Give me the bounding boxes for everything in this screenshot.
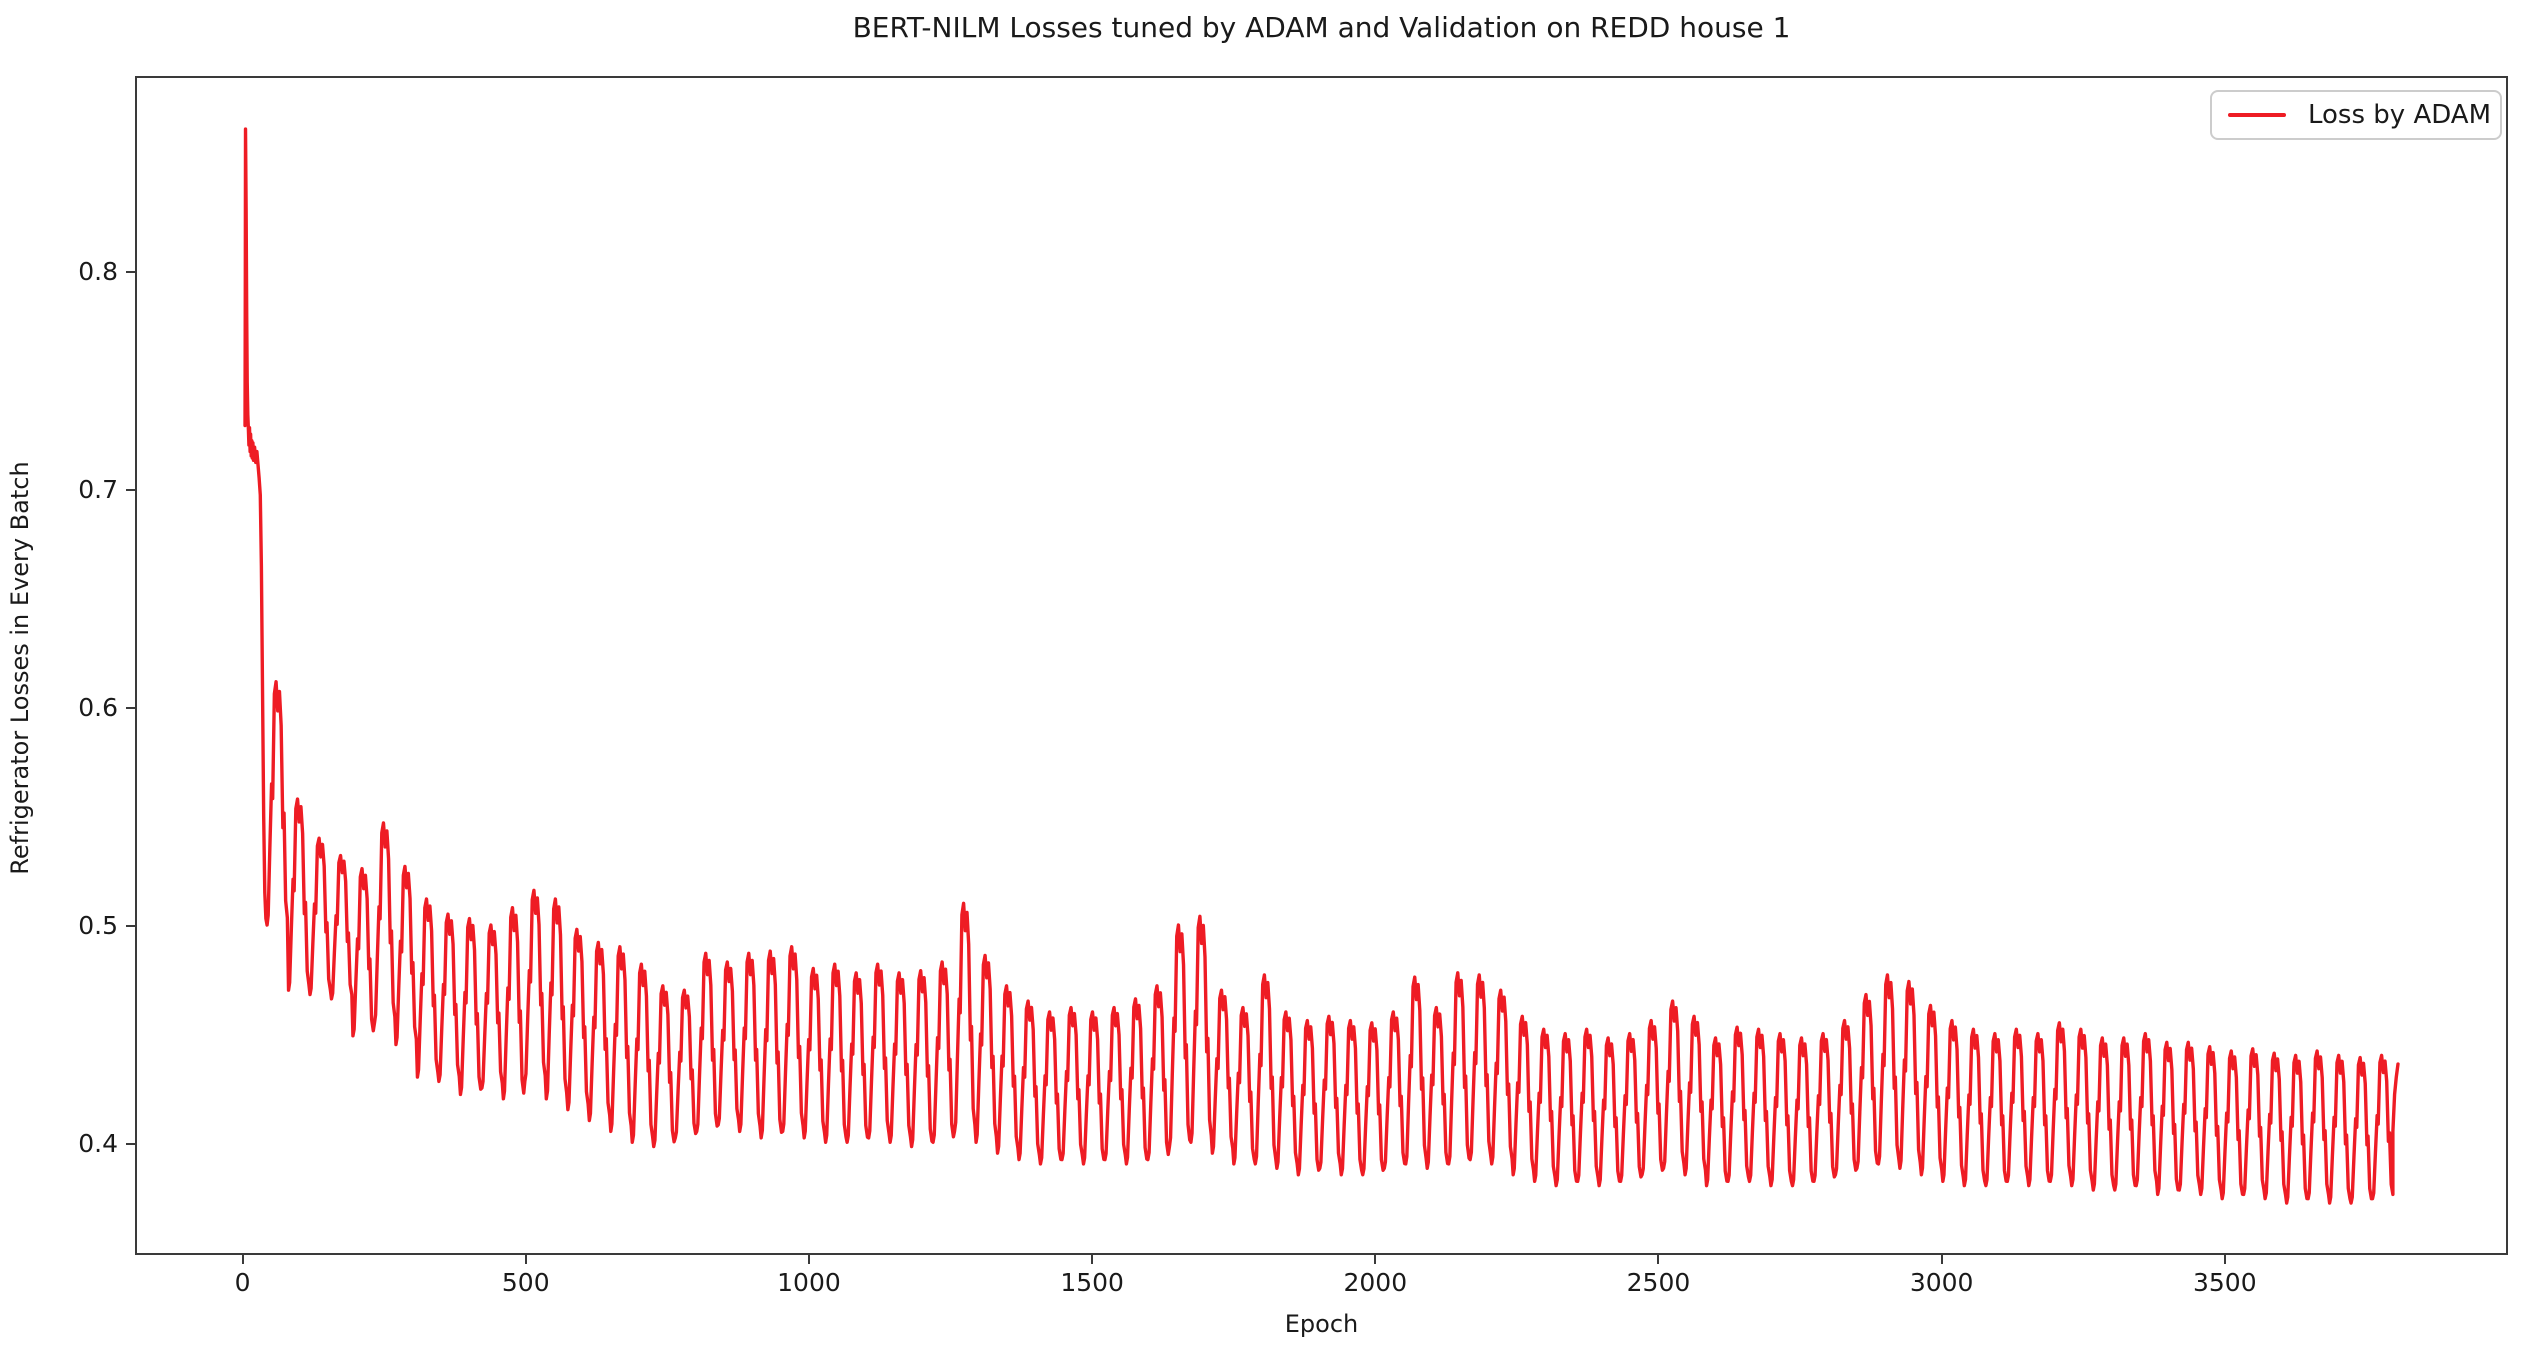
y-tick-label: 0.6: [78, 692, 118, 722]
y-tick-mark: [126, 706, 135, 709]
loss-curve-svg: [243, 127, 2400, 1205]
x-axis-label: Epoch: [1284, 1310, 1359, 1338]
loss-curve: [243, 127, 2400, 1205]
x-tick-mark: [1940, 1255, 1943, 1264]
x-tick-mark: [1374, 1255, 1377, 1264]
chart-title: BERT-NILM Losses tuned by ADAM and Valid…: [852, 11, 1791, 44]
y-tick-mark: [126, 1142, 135, 1145]
legend-line-swatch: [2228, 113, 2286, 117]
y-tick-label: 0.5: [78, 910, 118, 940]
x-tick-label: 0: [234, 1268, 251, 1297]
x-tick-label: 3500: [2193, 1268, 2257, 1297]
x-tick-mark: [1091, 1255, 1094, 1264]
x-tick-mark: [524, 1255, 527, 1264]
x-tick-label: 2000: [1343, 1268, 1408, 1297]
legend-label: Loss by ADAM: [2308, 100, 2492, 130]
x-tick-label: 500: [501, 1268, 550, 1297]
x-tick-mark: [2223, 1255, 2226, 1264]
plot-area: [135, 76, 2508, 1255]
legend: Loss by ADAM: [2210, 90, 2502, 140]
y-tick-mark: [126, 489, 135, 492]
y-tick-mark: [126, 924, 135, 927]
y-tick-label: 0.8: [78, 257, 118, 287]
y-tick-label: 0.7: [78, 475, 118, 505]
x-tick-label: 1000: [777, 1268, 841, 1297]
x-tick-mark: [241, 1255, 244, 1264]
x-tick-label: 3000: [1909, 1268, 1974, 1297]
x-tick-label: 2500: [1626, 1268, 1691, 1297]
x-tick-label: 1500: [1060, 1268, 1124, 1297]
y-tick-label: 0.4: [78, 1128, 118, 1158]
x-tick-mark: [1657, 1255, 1660, 1264]
x-tick-mark: [807, 1255, 810, 1264]
y-tick-mark: [126, 271, 135, 274]
